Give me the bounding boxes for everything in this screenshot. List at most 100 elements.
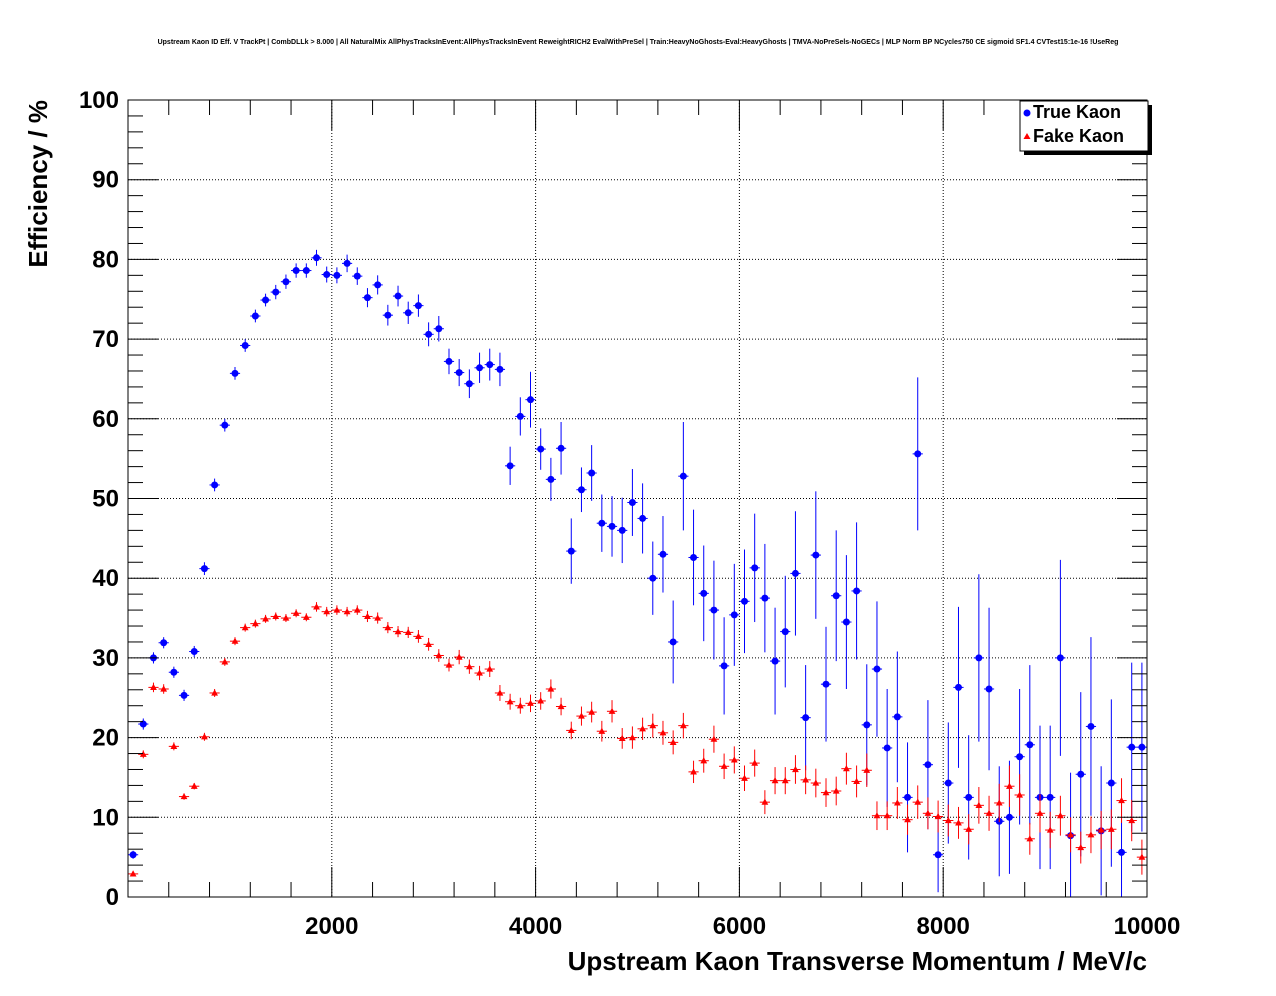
data-point xyxy=(983,795,995,831)
data-point xyxy=(617,728,628,749)
y-tick-label: 100 xyxy=(79,87,119,114)
point-marker xyxy=(904,816,911,823)
point-marker xyxy=(1016,791,1024,798)
point-marker xyxy=(781,628,789,636)
point-marker xyxy=(139,750,147,757)
data-point xyxy=(1024,665,1035,825)
point-marker xyxy=(853,587,861,595)
data-point xyxy=(128,850,139,859)
point-marker xyxy=(496,689,504,696)
point-marker xyxy=(720,662,728,670)
point-marker xyxy=(282,278,290,286)
data-point xyxy=(983,607,995,771)
data-point xyxy=(902,804,913,835)
point-marker xyxy=(557,444,565,452)
data-point xyxy=(545,457,556,501)
point-marker xyxy=(1107,779,1115,787)
data-point xyxy=(199,562,210,576)
point-marker xyxy=(241,341,249,349)
data-point xyxy=(800,665,811,771)
point-marker xyxy=(628,498,636,506)
data-point xyxy=(270,612,281,621)
point-marker xyxy=(272,288,280,296)
point-marker xyxy=(221,658,229,665)
data-point xyxy=(148,682,159,693)
data-point xyxy=(331,605,342,615)
data-point xyxy=(515,697,526,714)
point-marker xyxy=(547,475,555,483)
point-marker xyxy=(445,661,453,668)
data-point xyxy=(790,755,801,784)
x-tick-label: 10000 xyxy=(1114,913,1181,940)
point-marker xyxy=(740,597,748,605)
point-marker xyxy=(792,765,799,773)
data-point xyxy=(576,467,587,513)
data-point xyxy=(260,293,271,307)
data-point xyxy=(270,284,281,300)
data-point xyxy=(291,609,302,618)
point-marker xyxy=(404,309,412,317)
data-point xyxy=(494,352,506,387)
point-marker xyxy=(802,714,810,722)
point-marker xyxy=(302,613,310,620)
point-marker xyxy=(812,779,820,786)
point-marker xyxy=(537,697,545,704)
data-point xyxy=(586,445,597,501)
point-marker xyxy=(1036,809,1044,816)
data-point xyxy=(464,369,475,399)
data-point xyxy=(780,767,791,795)
point-marker xyxy=(954,683,962,691)
data-point xyxy=(505,446,516,485)
point-marker xyxy=(1138,743,1146,751)
data-point xyxy=(301,613,312,622)
point-marker xyxy=(914,450,922,458)
data-point xyxy=(851,765,862,798)
point-marker xyxy=(1016,753,1024,761)
data-point xyxy=(158,684,169,694)
y-axis-title: Efficiency / % xyxy=(23,100,53,268)
point-marker xyxy=(384,624,392,631)
data-point xyxy=(219,657,230,666)
data-point xyxy=(382,304,393,326)
data-point xyxy=(892,651,903,783)
data-point xyxy=(790,511,801,636)
data-point xyxy=(158,637,169,649)
point-marker xyxy=(669,738,677,745)
legend-fake-kaon-marker xyxy=(1023,133,1031,139)
data-point xyxy=(331,267,342,284)
point-marker xyxy=(588,469,596,477)
point-marker xyxy=(506,462,514,470)
point-marker xyxy=(211,689,219,696)
data-point xyxy=(1075,831,1086,864)
data-point xyxy=(413,294,424,317)
data-point xyxy=(729,746,740,774)
point-marker xyxy=(1087,722,1095,730)
plot-frame xyxy=(127,99,1148,898)
point-marker xyxy=(516,412,524,420)
data-point xyxy=(749,513,760,623)
point-marker xyxy=(363,294,371,302)
point-marker xyxy=(842,618,850,626)
data-point xyxy=(708,560,720,660)
point-marker xyxy=(374,614,382,621)
point-marker xyxy=(343,259,351,267)
point-marker xyxy=(129,870,137,877)
data-point xyxy=(759,790,770,815)
point-marker xyxy=(333,606,341,613)
data-point xyxy=(861,753,872,788)
point-marker xyxy=(516,702,524,709)
data-point xyxy=(627,469,638,536)
point-marker xyxy=(1128,816,1136,824)
data-point xyxy=(280,614,292,623)
x-tick-label: 4000 xyxy=(509,913,562,940)
data-point xyxy=(352,267,363,285)
point-marker xyxy=(1138,853,1146,860)
data-point xyxy=(657,516,669,593)
data-point xyxy=(576,706,587,726)
data-point xyxy=(474,665,485,681)
data-point xyxy=(596,494,607,552)
point-marker xyxy=(333,271,341,279)
data-point xyxy=(871,801,883,831)
data-point xyxy=(321,606,332,617)
